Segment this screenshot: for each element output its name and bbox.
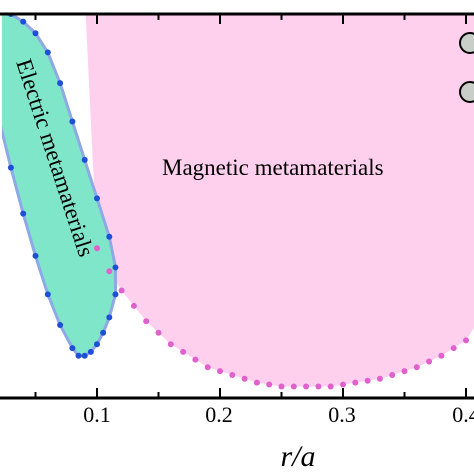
magnetic-metamaterials-region — [85, 14, 474, 387]
x-tick-label-0.3: 0.3 — [328, 402, 356, 427]
magnetic-boundary-point — [401, 368, 408, 375]
electric-boundary-point — [100, 329, 107, 336]
magnetic-boundary-point — [450, 345, 457, 352]
magnetic-boundary-point — [376, 375, 383, 382]
magnetic-boundary-point — [315, 383, 322, 390]
electric-boundary-point — [106, 314, 113, 321]
magnetic-boundary-point — [266, 381, 273, 388]
magnetic-boundary-point — [106, 268, 113, 275]
magnetic-boundary-point — [327, 383, 334, 390]
magnetic-boundary-point — [340, 381, 346, 388]
electric-boundary-point — [0, 115, 2, 121]
magnetic-boundary-point — [352, 379, 359, 386]
electric-boundary-point — [7, 164, 14, 171]
magnetic-boundary-point — [241, 375, 248, 382]
magnetic-boundary-point — [253, 379, 260, 386]
electric-boundary-point — [112, 264, 119, 271]
magnetic-boundary-point — [278, 383, 285, 390]
magnetic-boundary-point — [155, 329, 162, 336]
magnetic-boundary-point — [438, 352, 445, 359]
magnetic-boundary-points — [94, 245, 469, 390]
electric-boundary-point — [87, 348, 94, 355]
electric-boundary-point — [69, 345, 76, 352]
x-tick-label-0.1: 0.1 — [83, 402, 111, 427]
magnetic-boundary-point — [204, 364, 211, 371]
magnetic-boundary-point — [94, 245, 100, 252]
magnetic-metamaterials-label: Magnetic metamaterials — [162, 155, 384, 180]
x-axis-title: r/a — [280, 440, 315, 473]
x-tick-label-0.2: 0.2 — [205, 402, 233, 427]
magnetic-boundary-point — [389, 371, 396, 378]
electric-boundary-point — [57, 80, 64, 87]
magnetic-boundary-point — [303, 383, 310, 390]
electric-boundary-point — [44, 291, 51, 298]
electric-boundary-point — [81, 156, 88, 163]
magnetic-boundary-point — [167, 341, 174, 348]
electric-boundary-point — [44, 49, 51, 56]
electric-boundary-point — [75, 352, 82, 359]
magnetic-boundary-point — [290, 383, 297, 390]
magnetic-boundary-point — [426, 358, 433, 365]
electric-boundary-point — [94, 341, 100, 348]
legend-marker-2 — [459, 81, 474, 103]
electric-boundary-point — [94, 195, 100, 202]
magnetic-boundary-point — [180, 348, 187, 355]
electric-boundary-point — [20, 18, 27, 25]
magnetic-boundary-point — [364, 377, 371, 384]
electric-boundary-point — [20, 210, 27, 217]
magnetic-boundary-point — [143, 318, 150, 325]
electric-boundary-point — [32, 252, 39, 259]
electric-boundary-point — [57, 322, 64, 329]
magnetic-boundary-point — [192, 356, 199, 363]
electric-boundary-point — [112, 291, 119, 298]
magnetic-boundary-point — [130, 302, 137, 309]
electric-boundary-point — [81, 352, 88, 359]
magnetic-boundary-point — [413, 364, 420, 371]
magnetic-boundary-point — [229, 371, 236, 378]
magnetic-boundary-point — [118, 287, 125, 294]
x-ticks — [34, 14, 467, 398]
electric-boundary-point — [106, 233, 113, 240]
legend-marker-1 — [459, 32, 474, 54]
x-tick-label-0.4: 0.4 — [452, 402, 474, 427]
electric-boundary-point — [69, 118, 76, 125]
magnetic-boundary-point — [217, 368, 223, 375]
electric-boundary-point — [32, 30, 39, 37]
magnetic-boundary-point — [463, 337, 469, 344]
